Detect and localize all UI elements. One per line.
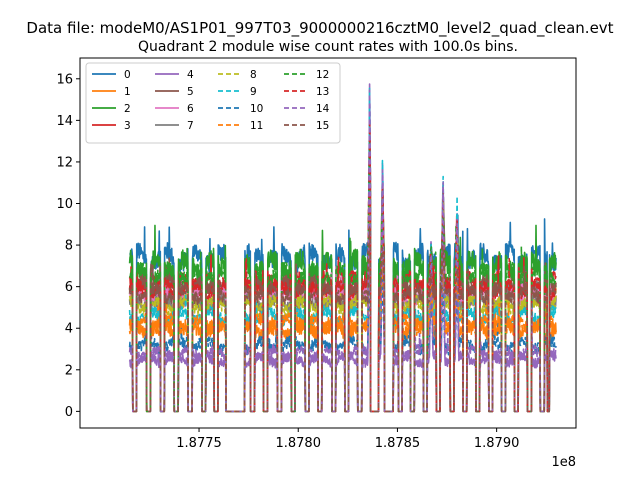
y-tick-label: 2 bbox=[65, 363, 73, 378]
plot-area bbox=[79, 57, 577, 429]
series-line-12 bbox=[128, 142, 557, 413]
series-line-15 bbox=[128, 226, 557, 413]
legend-label-5: 5 bbox=[187, 86, 194, 98]
legend-label-12: 12 bbox=[316, 69, 329, 81]
legend-label-6: 6 bbox=[187, 103, 194, 115]
y-tick-label: 4 bbox=[65, 322, 73, 337]
x-tick-label: 1.8785 bbox=[375, 436, 421, 451]
legend-label-9: 9 bbox=[250, 86, 257, 98]
legend-label-8: 8 bbox=[250, 69, 257, 81]
legend-label-2: 2 bbox=[124, 103, 131, 115]
suptitle: Data file: modeM0/AS1P01_997T03_90000002… bbox=[26, 19, 613, 38]
y-tick-label: 10 bbox=[56, 197, 73, 212]
y-tick-label: 14 bbox=[56, 114, 73, 129]
series-line-10 bbox=[128, 252, 557, 413]
legend-label-14: 14 bbox=[316, 103, 330, 115]
legend-label-0: 0 bbox=[124, 69, 131, 81]
legend-label-3: 3 bbox=[124, 120, 131, 132]
x-tick-label: 1.8780 bbox=[275, 436, 321, 451]
y-axis: 0 2 4 6 8 10 12 14 16 bbox=[56, 72, 80, 420]
y-tick-label: 6 bbox=[65, 280, 73, 295]
x-axis: 1.8775 1.8780 1.8785 1.8790 bbox=[176, 428, 519, 451]
series-layer bbox=[128, 83, 557, 413]
legend-label-13: 13 bbox=[316, 86, 329, 98]
series-line-11 bbox=[128, 194, 557, 413]
legend-box bbox=[85, 62, 341, 144]
y-tick-label: 0 bbox=[65, 405, 73, 420]
chart-title: Quadrant 2 module wise count rates with … bbox=[138, 39, 518, 55]
axes-frame bbox=[79, 57, 577, 429]
x-tick-label: 1.8790 bbox=[474, 436, 520, 451]
legend-label-10: 10 bbox=[250, 103, 263, 115]
legend-label-15: 15 bbox=[316, 120, 329, 132]
series-line-14 bbox=[128, 89, 557, 413]
legend-label-11: 11 bbox=[250, 120, 263, 132]
legend-label-4: 4 bbox=[187, 69, 194, 81]
y-tick-label: 8 bbox=[65, 239, 73, 254]
x-offset-label: 1e8 bbox=[551, 455, 576, 470]
y-tick-label: 12 bbox=[56, 155, 73, 170]
y-tick-label: 16 bbox=[56, 72, 73, 87]
legend-label-7: 7 bbox=[187, 120, 194, 132]
x-tick-label: 1.8775 bbox=[176, 436, 222, 451]
legend-label-1: 1 bbox=[124, 86, 131, 98]
